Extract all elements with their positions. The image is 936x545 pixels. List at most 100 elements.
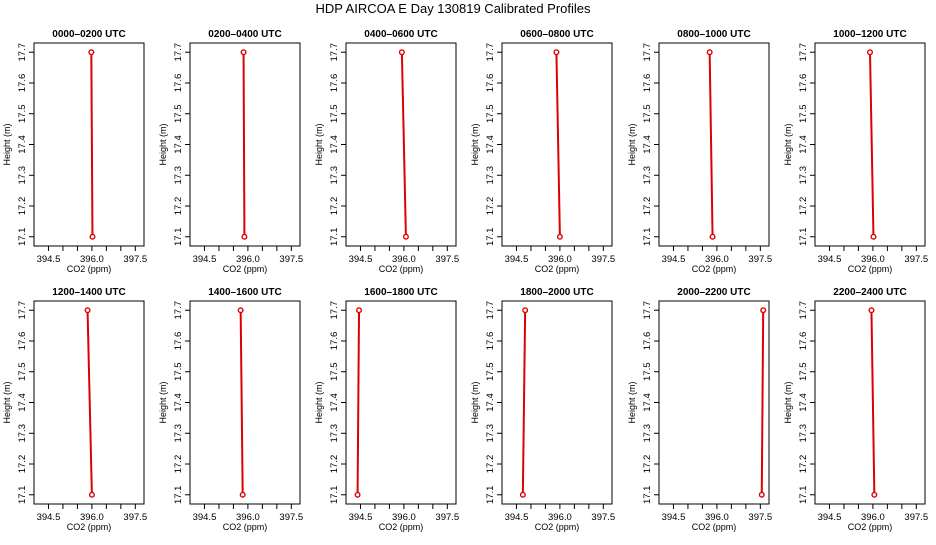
profile-line bbox=[242, 52, 246, 237]
x-tick-label: 396.0 bbox=[80, 254, 104, 265]
y-tick-label: 17.7 bbox=[798, 43, 809, 62]
panel-9: 1600–1800 UTC 394.5 396.0 397.5 17.1 17.2 17.3… bbox=[314, 287, 459, 532]
y-tick-label: 17.5 bbox=[173, 362, 184, 381]
y-tick-label: 17.4 bbox=[798, 393, 809, 412]
y-axis-label: Height (m) bbox=[783, 381, 793, 423]
panel-1: 0000–0200 UTC 394.5 396.0 397.5 17.1 17.2 17.3… bbox=[2, 29, 147, 274]
y-tick-label: 17.3 bbox=[798, 424, 809, 443]
y-tick-label: 17.1 bbox=[329, 228, 340, 247]
plot-frame bbox=[501, 300, 613, 505]
x-axis-label: CO2 (ppm) bbox=[67, 522, 112, 532]
x-tick-label: 394.5 bbox=[818, 254, 842, 265]
plot-frame bbox=[345, 42, 457, 247]
y-tick-label: 17.1 bbox=[642, 486, 653, 505]
x-tick-label: 396.0 bbox=[236, 512, 260, 523]
x-axis-label: CO2 (ppm) bbox=[535, 522, 580, 532]
panel-title: 1000–1200 UTC bbox=[833, 29, 906, 40]
y-tick-label: 17.7 bbox=[329, 301, 340, 320]
panel-7: 1200–1400 UTC 394.5 396.0 397.5 17.1 17.2 17.3… bbox=[2, 287, 147, 532]
panel-title: 1200–1400 UTC bbox=[52, 287, 125, 298]
y-tick-label: 17.2 bbox=[173, 197, 184, 216]
x-tick-label: 397.5 bbox=[435, 512, 459, 523]
x-axis-label: CO2 (ppm) bbox=[848, 264, 893, 274]
profile-point bbox=[88, 49, 95, 56]
y-tick-label: 17.1 bbox=[17, 228, 28, 247]
y-tick-label: 17.1 bbox=[17, 486, 28, 505]
profile-point bbox=[240, 49, 247, 56]
y-axis-label: Height (m) bbox=[158, 381, 168, 423]
y-tick-label: 17.6 bbox=[642, 332, 653, 351]
y-tick-label: 17.2 bbox=[329, 197, 340, 216]
y-tick-label: 17.3 bbox=[485, 166, 496, 185]
y-tick-label: 17.2 bbox=[798, 455, 809, 474]
y-tick-label: 17.4 bbox=[173, 393, 184, 412]
y-axis-label: Height (m) bbox=[470, 381, 480, 423]
y-tick-label: 17.6 bbox=[329, 332, 340, 351]
x-axis-label: CO2 (ppm) bbox=[379, 522, 424, 532]
x-tick-label: 394.5 bbox=[193, 254, 217, 265]
y-tick-label: 17.5 bbox=[798, 362, 809, 381]
y-tick-label: 17.7 bbox=[17, 43, 28, 62]
y-tick-label: 17.3 bbox=[798, 166, 809, 185]
profile-line bbox=[86, 310, 93, 495]
y-tick-label: 17.3 bbox=[485, 424, 496, 443]
panel-6: 1000–1200 UTC 394.5 396.0 397.5 17.1 17.2 17.3… bbox=[783, 29, 928, 274]
plot-frame bbox=[33, 42, 145, 247]
profile-point bbox=[706, 49, 713, 56]
x-tick-label: 394.5 bbox=[193, 512, 217, 523]
x-tick-label: 397.5 bbox=[591, 254, 615, 265]
x-tick-label: 396.0 bbox=[392, 512, 416, 523]
panel-10: 1800–2000 UTC 394.5 396.0 397.5 17.1 17.2 17.3… bbox=[470, 287, 615, 532]
profile-point bbox=[553, 49, 560, 56]
panels-group: 0000–0200 UTC 394.5 396.0 397.5 17.1 17.2 17.3… bbox=[2, 29, 928, 532]
y-tick-label: 17.5 bbox=[485, 362, 496, 381]
y-tick-label: 17.4 bbox=[485, 135, 496, 154]
y-tick-label: 17.3 bbox=[173, 166, 184, 185]
x-tick-label: 396.0 bbox=[861, 512, 885, 523]
profile-point bbox=[398, 49, 405, 56]
panel-title: 1400–1600 UTC bbox=[208, 287, 281, 298]
x-tick-label: 397.5 bbox=[279, 254, 303, 265]
y-axis-label: Height (m) bbox=[627, 381, 637, 423]
x-tick-label: 394.5 bbox=[37, 254, 61, 265]
y-tick-label: 17.1 bbox=[173, 486, 184, 505]
y-tick-label: 17.6 bbox=[798, 74, 809, 93]
profile-point bbox=[354, 491, 361, 498]
panel-4: 0600–0800 UTC 394.5 396.0 397.5 17.1 17.2 17.3… bbox=[470, 29, 615, 274]
chart-title: HDP AIRCOA E Day 130819 Calibrated Profi… bbox=[315, 1, 591, 16]
y-tick-label: 17.7 bbox=[642, 43, 653, 62]
x-tick-label: 396.0 bbox=[236, 254, 260, 265]
x-tick-label: 394.5 bbox=[37, 512, 61, 523]
profile-line bbox=[555, 52, 561, 237]
profile-point bbox=[709, 233, 716, 240]
x-tick-label: 394.5 bbox=[662, 254, 686, 265]
profile-point bbox=[237, 307, 244, 314]
x-axis-label: CO2 (ppm) bbox=[848, 522, 893, 532]
x-tick-label: 394.5 bbox=[818, 512, 842, 523]
y-tick-label: 17.4 bbox=[329, 135, 340, 154]
x-tick-label: 397.5 bbox=[904, 512, 928, 523]
plot-frame bbox=[345, 300, 457, 505]
y-tick-label: 17.6 bbox=[798, 332, 809, 351]
x-tick-label: 396.0 bbox=[548, 254, 572, 265]
x-tick-label: 394.5 bbox=[349, 254, 373, 265]
y-tick-label: 17.4 bbox=[17, 393, 28, 412]
y-tick-label: 17.1 bbox=[485, 228, 496, 247]
y-tick-label: 17.4 bbox=[798, 135, 809, 154]
y-tick-label: 17.3 bbox=[17, 424, 28, 443]
y-tick-label: 17.6 bbox=[173, 332, 184, 351]
y-tick-label: 17.7 bbox=[642, 301, 653, 320]
x-axis-label: CO2 (ppm) bbox=[535, 264, 580, 274]
profile-point bbox=[871, 491, 878, 498]
y-tick-label: 17.7 bbox=[17, 301, 28, 320]
y-tick-label: 17.1 bbox=[642, 228, 653, 247]
x-axis-label: CO2 (ppm) bbox=[223, 522, 268, 532]
y-tick-label: 17.7 bbox=[485, 43, 496, 62]
y-tick-label: 17.5 bbox=[329, 104, 340, 123]
panel-title: 0400–0600 UTC bbox=[364, 29, 437, 40]
y-tick-label: 17.6 bbox=[642, 74, 653, 93]
y-tick-label: 17.3 bbox=[329, 166, 340, 185]
y-tick-label: 17.4 bbox=[173, 135, 184, 154]
x-tick-label: 394.5 bbox=[505, 512, 529, 523]
